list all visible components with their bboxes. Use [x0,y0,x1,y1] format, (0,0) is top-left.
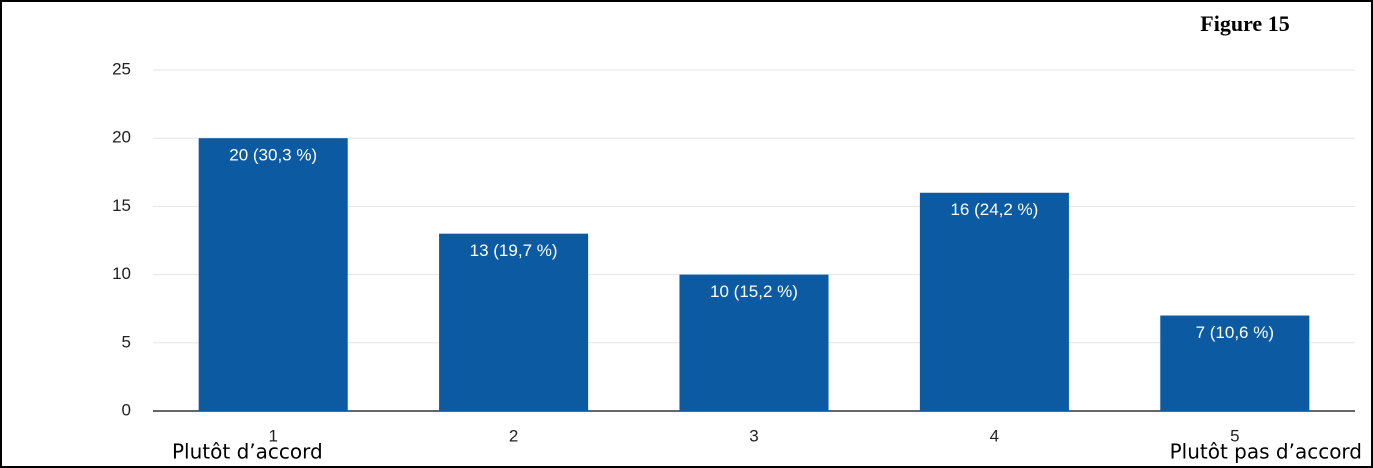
bar [439,233,589,411]
y-tick-label: 10 [112,264,131,283]
value-label: 10 (15,2 %) [710,282,798,301]
figure-label: Figure 15 [1200,11,1289,36]
bar [679,274,829,411]
y-tick-label: 15 [112,196,131,215]
bar [198,138,348,411]
value-label: 16 (24,2 %) [950,200,1038,219]
x-tick-label: 3 [749,426,758,445]
bar [919,192,1069,411]
x-tick-label: 4 [990,426,999,445]
x-tick-label: 1 [268,426,277,445]
bar [1160,315,1310,411]
y-tick-label: 0 [122,400,131,419]
left-note: Plutôt d’accord [172,440,323,464]
y-tick-label: 20 [112,128,131,147]
x-tick-label: 5 [1230,426,1239,445]
y-tick-label: 5 [122,332,131,351]
right-note: Plutôt pas d’accord [1170,440,1362,464]
value-label: 20 (30,3 %) [229,146,317,165]
y-tick-label: 25 [112,59,131,78]
value-label: 13 (19,7 %) [470,241,558,260]
x-tick-label: 2 [509,426,518,445]
value-label: 7 (10,6 %) [1196,323,1274,342]
